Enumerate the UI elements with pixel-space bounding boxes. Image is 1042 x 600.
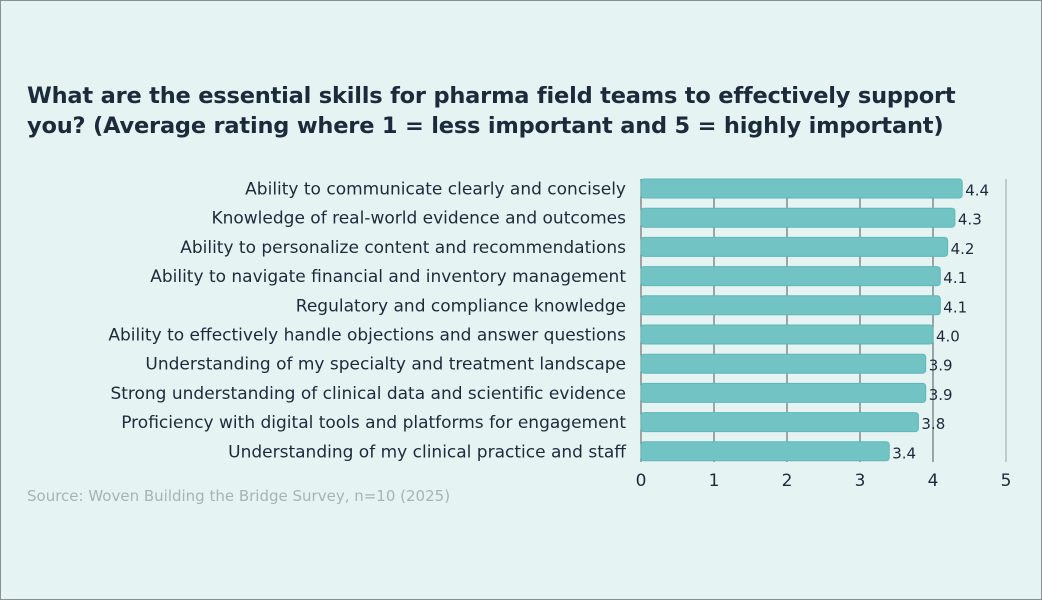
bar [640,353,927,374]
bar [640,441,890,462]
category-label: Knowledge of real-world evidence and out… [211,209,626,229]
data-label: 3.4 [892,444,916,462]
data-label: 3.8 [921,415,945,433]
data-label: 4.1 [943,298,967,316]
data-label: 4.0 [936,328,960,346]
category-label: Ability to navigate financial and invent… [150,267,626,287]
x-tick-label: 3 [855,471,866,491]
bar [640,382,927,403]
category-label: Ability to effectively handle objections… [108,326,626,346]
category-label: Ability to communicate clearly and conci… [245,180,626,200]
category-label: Understanding of my clinical practice an… [228,442,627,462]
data-label: 4.2 [951,240,975,258]
bar [640,266,941,287]
x-tick-label: 4 [928,471,939,491]
category-label: Understanding of my specialty and treatm… [145,355,626,375]
bar [640,207,956,228]
data-label: 4.1 [943,269,967,287]
chart-title: What are the essential skills for pharma… [27,83,956,139]
source-note: Source: Woven Building the Bridge Survey… [27,487,451,505]
bar [640,295,941,316]
bar [640,412,919,433]
category-label: Regulatory and compliance knowledge [296,296,626,316]
data-label: 4.3 [958,211,982,229]
bar [640,236,949,257]
data-label: 4.4 [965,182,989,200]
category-label: Proficiency with digital tools and platf… [121,413,626,433]
bar [640,178,963,199]
x-tick-label: 2 [782,471,793,491]
x-tick-label: 5 [1001,471,1012,491]
bar [640,324,934,345]
data-label: 3.9 [929,357,953,375]
x-tick-label: 0 [636,471,647,491]
category-label: Strong understanding of clinical data an… [110,384,626,404]
x-tick-label: 1 [709,471,720,491]
data-label: 3.9 [929,386,953,404]
category-label: Ability to personalize content and recom… [180,238,626,258]
